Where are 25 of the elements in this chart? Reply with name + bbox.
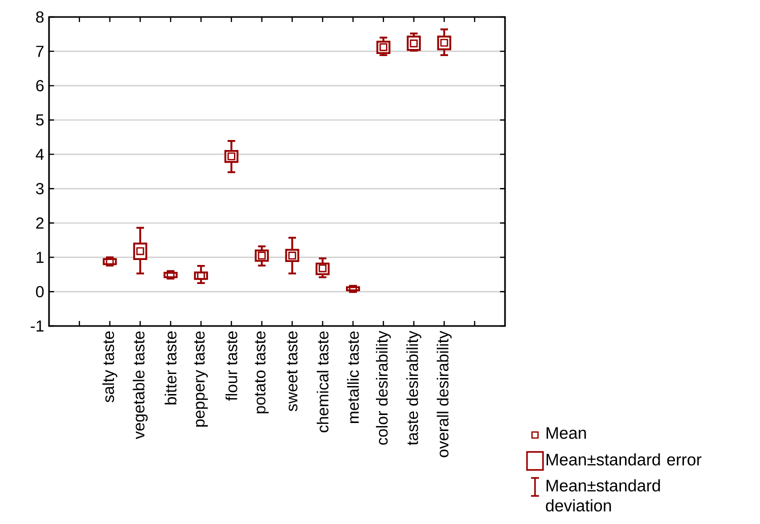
x-tick-label: taste desirability (406, 330, 422, 446)
x-tick-label: color desirability (376, 330, 391, 445)
text: Mean (546, 427, 586, 439)
x-tick-label: vegetable taste (132, 331, 148, 440)
x-tick-label: bitter taste (164, 331, 176, 404)
y-tick-label: -1 (30, 320, 44, 332)
x-tick-label: chemical taste (316, 331, 328, 432)
y-tick-label: 5 (36, 114, 44, 126)
text: Mean±standard error (546, 453, 702, 466)
x-tick-label: metallic taste (347, 331, 359, 423)
y-tick-label: 0 (36, 286, 44, 298)
y-tick-label: 4 (36, 148, 44, 160)
x-tick-label: sweet taste (286, 331, 298, 412)
y-tick-label: 6 (36, 80, 44, 92)
y-tick-label: 8 (36, 11, 44, 23)
y-tick-label: 2 (36, 217, 44, 229)
text: Mean±standard deviation (546, 479, 660, 512)
y-tick-label: 7 (36, 46, 44, 57)
y-tick-label: 3 (36, 183, 44, 194)
x-tick-label: flour taste (226, 331, 238, 401)
x-tick-label: overall desirability (436, 330, 452, 458)
x-tick-label: salty taste (102, 331, 118, 402)
x-tick-label: potato taste (254, 331, 269, 414)
y-tick-label: 1 (36, 252, 44, 263)
x-tick-label: peppery taste (194, 331, 208, 427)
